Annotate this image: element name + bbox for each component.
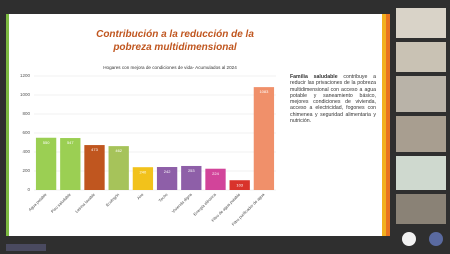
participant-tile[interactable] — [396, 42, 446, 72]
screen: Contribución a la reducción de lapobreza… — [0, 0, 450, 254]
data-label: 462 — [115, 148, 122, 153]
data-label: 240 — [140, 169, 147, 174]
participant-tile[interactable] — [396, 8, 446, 38]
participant-tiles — [396, 8, 446, 224]
note: Familia saludable contribuye a reducir l… — [290, 74, 376, 124]
y-tick-label: 1200 — [20, 73, 31, 78]
bar — [60, 138, 80, 190]
slide-accent — [382, 14, 386, 236]
y-tick-label: 200 — [22, 168, 30, 173]
data-label: 242 — [164, 169, 171, 174]
y-tick-label: 400 — [22, 149, 30, 154]
data-label: 547 — [67, 140, 74, 145]
control-button[interactable] — [429, 232, 443, 246]
y-tick-label: 1000 — [20, 92, 31, 97]
note-text: contribuye a reducir las privaciones de … — [290, 74, 376, 124]
meeting-view: Contribución a la reducción de lapobreza… — [0, 0, 450, 254]
slide-accent — [386, 14, 390, 236]
bar — [36, 138, 56, 190]
chart-subtitle: Hogares con mejora de condiciones de vid… — [103, 65, 237, 70]
participant-tile[interactable] — [396, 116, 446, 152]
participant-tile[interactable] — [396, 194, 446, 224]
y-tick-label: 600 — [22, 130, 30, 135]
note-heading: Familia saludable — [290, 74, 338, 80]
data-label: 550 — [43, 140, 50, 145]
participant-tile[interactable] — [396, 76, 446, 112]
data-label: 473 — [91, 147, 98, 152]
data-label: 253 — [188, 168, 195, 173]
data-label: 1083 — [259, 89, 269, 94]
data-label: 103 — [236, 182, 243, 187]
participant-tile[interactable] — [396, 156, 446, 190]
control-button[interactable] — [402, 232, 416, 246]
slide-accent — [6, 14, 9, 236]
presenter-tag — [6, 244, 46, 251]
bar — [254, 87, 274, 190]
y-tick-label: 800 — [22, 111, 30, 116]
data-label: 224 — [212, 171, 219, 176]
